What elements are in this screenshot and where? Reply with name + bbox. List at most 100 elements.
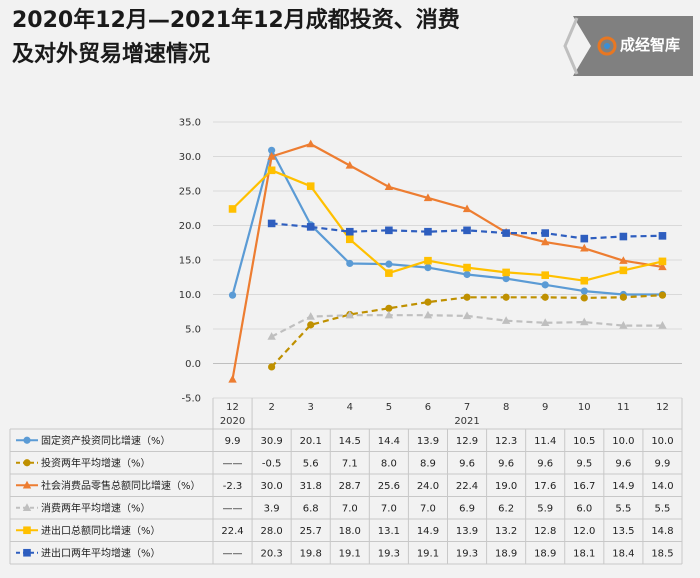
title-line-2: 及对外贸易增速情况 bbox=[12, 42, 211, 67]
data-point bbox=[541, 318, 550, 326]
data-label: 25.6 bbox=[378, 481, 400, 492]
logo-chevron bbox=[563, 17, 579, 75]
data-label: 18.4 bbox=[612, 548, 634, 559]
year-label: 2020 bbox=[220, 416, 245, 427]
data-point bbox=[541, 271, 550, 279]
data-label: 12.0 bbox=[573, 526, 595, 537]
data-label: 28.7 bbox=[339, 481, 361, 492]
data-label: —— bbox=[223, 503, 243, 514]
chart-title: 2020年12月—2021年12月成都投资、消费 及对外贸易增速情况 bbox=[12, 4, 552, 72]
data-point bbox=[306, 182, 315, 190]
data-label: 9.6 bbox=[537, 458, 553, 469]
logo-icon-center bbox=[604, 43, 610, 49]
data-point bbox=[463, 263, 471, 272]
data-label: 10.0 bbox=[651, 436, 673, 447]
logo-text: 成经智库 bbox=[620, 36, 681, 54]
data-point bbox=[306, 223, 315, 231]
data-point bbox=[307, 321, 315, 329]
data-point bbox=[658, 291, 667, 299]
series-line bbox=[231, 143, 663, 380]
y-tick-label: 10.0 bbox=[179, 290, 201, 301]
data-point bbox=[228, 205, 237, 213]
data-point bbox=[541, 237, 550, 246]
data-point bbox=[580, 243, 589, 252]
data-label: —— bbox=[223, 458, 243, 469]
data-point bbox=[384, 182, 394, 191]
data-point bbox=[619, 232, 628, 241]
data-label: 13.5 bbox=[612, 526, 634, 537]
data-point bbox=[580, 317, 589, 326]
legend-key-marker bbox=[23, 526, 31, 535]
series-line bbox=[231, 149, 663, 296]
data-point bbox=[385, 304, 393, 312]
data-point bbox=[423, 310, 433, 319]
data-label: 12.9 bbox=[456, 436, 478, 447]
data-label: -0.5 bbox=[262, 458, 282, 469]
y-tick-label: 35.0 bbox=[179, 118, 201, 129]
data-label: 13.9 bbox=[417, 436, 439, 447]
data-point bbox=[463, 270, 471, 279]
data-point bbox=[658, 257, 667, 266]
series-name: 消费两年平均增速（%） bbox=[41, 501, 151, 514]
data-point bbox=[384, 310, 394, 319]
data-label: 12.3 bbox=[495, 436, 517, 447]
data-point bbox=[463, 293, 471, 301]
x-tick-label: 8 bbox=[503, 402, 509, 413]
data-label: 22.4 bbox=[456, 481, 478, 492]
data-label: 30.0 bbox=[260, 481, 282, 492]
data-label: 25.7 bbox=[300, 526, 322, 537]
series-name: 进出口两年平均增速（%） bbox=[41, 546, 161, 559]
data-label: 16.7 bbox=[573, 481, 595, 492]
data-label: 13.2 bbox=[495, 526, 517, 537]
data-label: 19.3 bbox=[456, 548, 478, 559]
data-label: 19.1 bbox=[417, 548, 439, 559]
data-label: 6.9 bbox=[459, 503, 475, 514]
y-tick-label: 20.0 bbox=[179, 221, 201, 232]
data-label: 5.6 bbox=[303, 458, 319, 469]
legend-key-marker bbox=[22, 503, 32, 511]
x-tick-label: 2 bbox=[268, 402, 274, 413]
data-label: 14.8 bbox=[651, 526, 673, 537]
data-point bbox=[267, 219, 276, 228]
data-label: 8.9 bbox=[420, 458, 436, 469]
title-line-1: 2020年12月—2021年12月成都投资、消费 bbox=[12, 8, 460, 33]
data-label: 14.9 bbox=[417, 526, 439, 537]
data-label: 18.9 bbox=[495, 548, 517, 559]
data-label: 14.4 bbox=[378, 436, 400, 447]
data-point bbox=[423, 193, 433, 202]
data-label: 19.1 bbox=[339, 548, 361, 559]
data-point bbox=[268, 146, 276, 154]
data-point bbox=[502, 293, 510, 301]
y-tick-label: 30.0 bbox=[179, 152, 201, 163]
data-point bbox=[462, 311, 472, 320]
data-label: 22.4 bbox=[221, 526, 243, 537]
series-name: 固定资产投资同比增速（%） bbox=[41, 434, 171, 447]
data-point bbox=[385, 269, 393, 277]
data-point bbox=[619, 256, 628, 264]
data-label: 28.0 bbox=[260, 526, 282, 537]
y-tick-label: -5.0 bbox=[181, 394, 201, 405]
logo-badge bbox=[563, 16, 693, 76]
data-label: 19.8 bbox=[300, 548, 322, 559]
data-point bbox=[424, 256, 432, 265]
data-point bbox=[306, 139, 315, 148]
data-point bbox=[306, 312, 315, 320]
series-line bbox=[231, 169, 663, 282]
x-tick-label: 12 bbox=[656, 402, 669, 413]
legend-key-marker bbox=[23, 548, 31, 557]
data-point bbox=[541, 281, 549, 289]
x-tick-label: 11 bbox=[617, 402, 630, 413]
data-point bbox=[502, 229, 510, 237]
data-point bbox=[658, 262, 667, 271]
data-point bbox=[268, 363, 276, 371]
data-point bbox=[658, 321, 667, 329]
data-label: 20.1 bbox=[300, 436, 322, 447]
data-label: 14.5 bbox=[339, 436, 361, 447]
data-label: 9.9 bbox=[225, 436, 241, 447]
data-point bbox=[619, 321, 628, 329]
data-label: 14.0 bbox=[651, 481, 673, 492]
data-point bbox=[502, 275, 510, 283]
data-point bbox=[463, 226, 471, 235]
data-label: 10.0 bbox=[612, 436, 634, 447]
legend-key-marker bbox=[22, 480, 32, 489]
